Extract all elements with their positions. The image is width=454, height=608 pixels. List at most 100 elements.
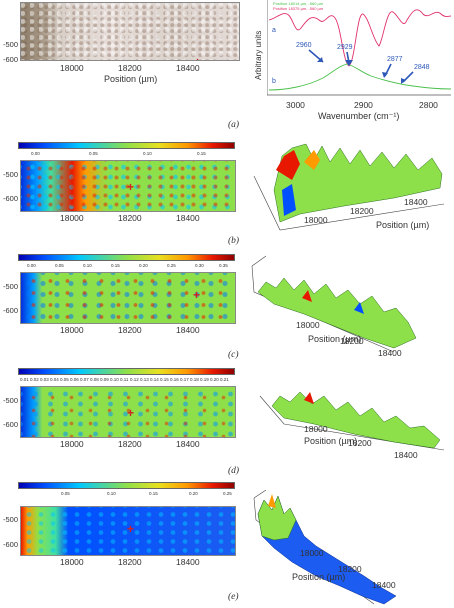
cb-d-tick-12: 0.12 xyxy=(130,377,139,382)
cb-d-tick-4: 0.04 xyxy=(50,377,59,382)
surface-b xyxy=(253,143,445,231)
cb-e-tick-3: 0.15 xyxy=(149,491,158,496)
cb-d-tick-8: 0.08 xyxy=(90,377,99,382)
cb-d-tick-19: 0.19 xyxy=(200,377,209,382)
map-c-ytick-1: -500 xyxy=(3,282,19,291)
cb-b-tick-2: 0.05 xyxy=(89,151,98,156)
map-b-ytick-1: -500 xyxy=(3,170,19,179)
cb-d-tick-11: 0.11 xyxy=(120,377,129,382)
map-e-ytick-2: -600 xyxy=(3,540,19,549)
spectrum-ylabel: Arbitrary units xyxy=(254,30,263,80)
map-c-xtick-2: 18200 xyxy=(118,325,142,335)
map-e-xtick-1: 18000 xyxy=(60,557,84,567)
red-marker: + xyxy=(194,56,201,60)
peak-2877: 2877 xyxy=(387,56,403,63)
cb-c-tick-8: 0.35 xyxy=(219,263,228,268)
map-e: + xyxy=(20,506,236,556)
surface-c xyxy=(251,255,417,353)
cb-d-tick-2: 0.02 xyxy=(30,377,39,382)
cb-d-tick-21: 0.21 xyxy=(220,377,229,382)
surface-c-tick-3: 18400 xyxy=(378,348,402,358)
cb-e-tick-4: 0.20 xyxy=(189,491,198,496)
cb-c-tick-7: 0.30 xyxy=(195,263,204,268)
cb-d-tick-18: 0.18 xyxy=(190,377,199,382)
microscope-image: + xyxy=(20,2,240,61)
panel-a: + -500 -600 18000 18200 18400 Position (… xyxy=(0,0,454,140)
map-a-ytick-2: -600 xyxy=(3,55,19,64)
cb-d-tick-15: 0.15 xyxy=(160,377,169,382)
cb-d-tick-16: 0.16 xyxy=(170,377,179,382)
cb-d-tick-5: 0.05 xyxy=(60,377,69,382)
surface-d-xlabel: Position (µm) xyxy=(304,436,358,446)
spectrum-xtick-3: 2800 xyxy=(419,100,438,110)
surface-c-xlabel: Position (µm) xyxy=(308,334,362,344)
map-d: + xyxy=(20,386,236,438)
spectrum-legend-b: Position 18375 µm, -560 µm xyxy=(273,6,324,11)
colorbar-e: 0.05 0.10 0.15 0.20 0.25 xyxy=(18,482,235,496)
cb-d-tick-10: 0.10 xyxy=(110,377,119,382)
spectrum-xtick-1: 3000 xyxy=(286,100,305,110)
map-d-xtick-3: 18400 xyxy=(176,439,200,449)
map-c: + xyxy=(20,272,236,324)
curve-label-a: a xyxy=(272,27,276,34)
cb-c-tick-6: 0.25 xyxy=(167,263,176,268)
surface-c-tick-2: 18200 xyxy=(340,336,364,346)
map-b-xtick-1: 18000 xyxy=(60,213,84,223)
map-e-xtick-2: 18200 xyxy=(118,557,142,567)
surface-e xyxy=(253,489,397,605)
surface-b-tick-1: 18000 xyxy=(304,215,328,225)
peak-2848: 2848 xyxy=(414,64,430,71)
surface-e-tick-1: 18000 xyxy=(300,548,324,558)
spectrum-svg xyxy=(266,0,452,96)
curve-label-b: b xyxy=(272,78,276,85)
surface-d-tick-2: 18200 xyxy=(348,438,372,448)
colorbar-c: 0.00 0.05 0.10 0.15 0.20 0.25 0.30 0.35 xyxy=(18,254,235,268)
cb-b-tick-3: 0.10 xyxy=(143,151,152,156)
map-c-xtick-1: 18000 xyxy=(60,325,84,335)
map-d-xtick-2: 18200 xyxy=(118,439,142,449)
surface-b-tick-3: 18400 xyxy=(404,197,428,207)
panel-b: 0.00 0.05 0.10 0.15 + -500 -600 18000 18… xyxy=(0,140,454,258)
surface-d-tick-1: 18000 xyxy=(304,424,328,434)
cb-d-tick-9: 0.09 xyxy=(100,377,109,382)
panel-d: 0.01 0.02 0.03 0.04 0.05 0.06 0.07 0.08 … xyxy=(0,366,454,484)
spectrum-plot: Position 18014 µm, -560 µm Position 1837… xyxy=(266,0,452,100)
panel-label-c: (c) xyxy=(228,350,239,360)
map-e-ytick-1: -500 xyxy=(3,515,19,524)
panel-label-a: (a) xyxy=(228,120,240,130)
spectrum-curve-a xyxy=(268,9,452,67)
cb-e-tick-5: 0.25 xyxy=(223,491,232,496)
spectrum-xlabel: Wavenumber (cm⁻¹) xyxy=(318,111,400,121)
cb-e-tick-2: 0.10 xyxy=(107,491,116,496)
surface-c-tick-1: 18000 xyxy=(296,320,320,330)
cb-b-tick-1: 0.00 xyxy=(31,151,40,156)
map-c-xtick-3: 18400 xyxy=(176,325,200,335)
map-d-ytick-1: -500 xyxy=(3,396,19,405)
panel-label-e: (e) xyxy=(228,592,239,602)
panel-e: 0.05 0.10 0.15 0.20 0.25 + -500 -600 180… xyxy=(0,480,454,608)
surface-b-xlabel: Position (µm) xyxy=(376,220,430,230)
surface-d-tick-3: 18400 xyxy=(394,450,418,460)
surface-b-tick-2: 18200 xyxy=(350,206,374,216)
map-d-xtick-1: 18000 xyxy=(60,439,84,449)
peak-2929: 2929 xyxy=(337,44,353,51)
red-marker: + xyxy=(127,180,135,194)
cb-b-tick-4: 0.15 xyxy=(197,151,206,156)
spectrum-legend-a: Position 18014 µm, -560 µm xyxy=(273,1,324,6)
map-a-xtick-1: 18000 xyxy=(60,63,84,73)
peak-2960: 2960 xyxy=(296,42,312,49)
red-marker: + xyxy=(127,522,135,536)
map-e-xtick-3: 18400 xyxy=(176,557,200,567)
cb-d-tick-7: 0.07 xyxy=(80,377,89,382)
red-marker: + xyxy=(193,288,201,302)
surface-e-xlabel: Position (µm) xyxy=(292,572,346,582)
spectrum-curve-b xyxy=(268,63,452,91)
map-a-ytick-1: -500 xyxy=(3,40,19,49)
cb-d-tick-17: 0.17 xyxy=(180,377,189,382)
map-c-ytick-2: -600 xyxy=(3,306,19,315)
spectrum-xtick-2: 2900 xyxy=(354,100,373,110)
panel-label-b: (b) xyxy=(228,236,240,246)
cb-c-tick-3: 0.10 xyxy=(83,263,92,268)
colorbar-d: 0.01 0.02 0.03 0.04 0.05 0.06 0.07 0.08 … xyxy=(18,368,235,382)
cb-d-tick-1: 0.01 xyxy=(20,377,29,382)
